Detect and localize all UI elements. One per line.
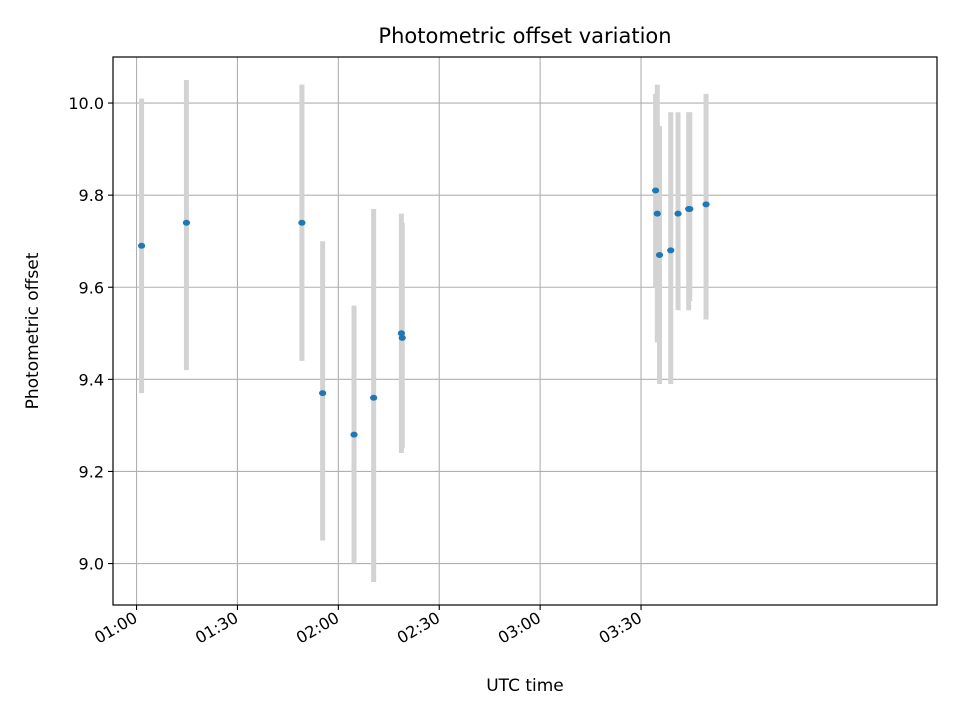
data-point	[702, 201, 710, 208]
data-point	[674, 210, 682, 217]
chart-title: Photometric offset variation	[378, 24, 671, 48]
data-point	[397, 330, 405, 337]
data-point	[182, 219, 191, 226]
grid-lines	[113, 57, 937, 605]
data-point	[370, 394, 378, 401]
data-point	[655, 252, 664, 259]
data-point	[319, 390, 327, 397]
y-tick-label: 10.0	[68, 94, 104, 113]
y-tick-label: 9.0	[79, 555, 104, 574]
data-point	[653, 210, 661, 217]
y-tick-label: 9.4	[79, 370, 104, 389]
data-points	[137, 187, 710, 438]
data-point	[667, 247, 675, 254]
data-point	[137, 242, 146, 249]
data-point	[398, 334, 406, 341]
data-point	[350, 431, 358, 438]
x-axis-title: UTC time	[486, 676, 564, 696]
y-axis-title: Photometric offset	[23, 252, 43, 409]
y-tick-label: 9.2	[79, 462, 104, 481]
data-point	[298, 219, 306, 226]
y-tick-label: 9.6	[79, 278, 104, 297]
y-tick-label: 9.8	[79, 186, 104, 205]
y-axis-ticks: 9.0 9.2 9.4 9.6 9.8 10.0	[68, 94, 113, 574]
data-point	[652, 187, 660, 194]
plot-frame	[112, 56, 938, 606]
data-point	[686, 205, 694, 212]
